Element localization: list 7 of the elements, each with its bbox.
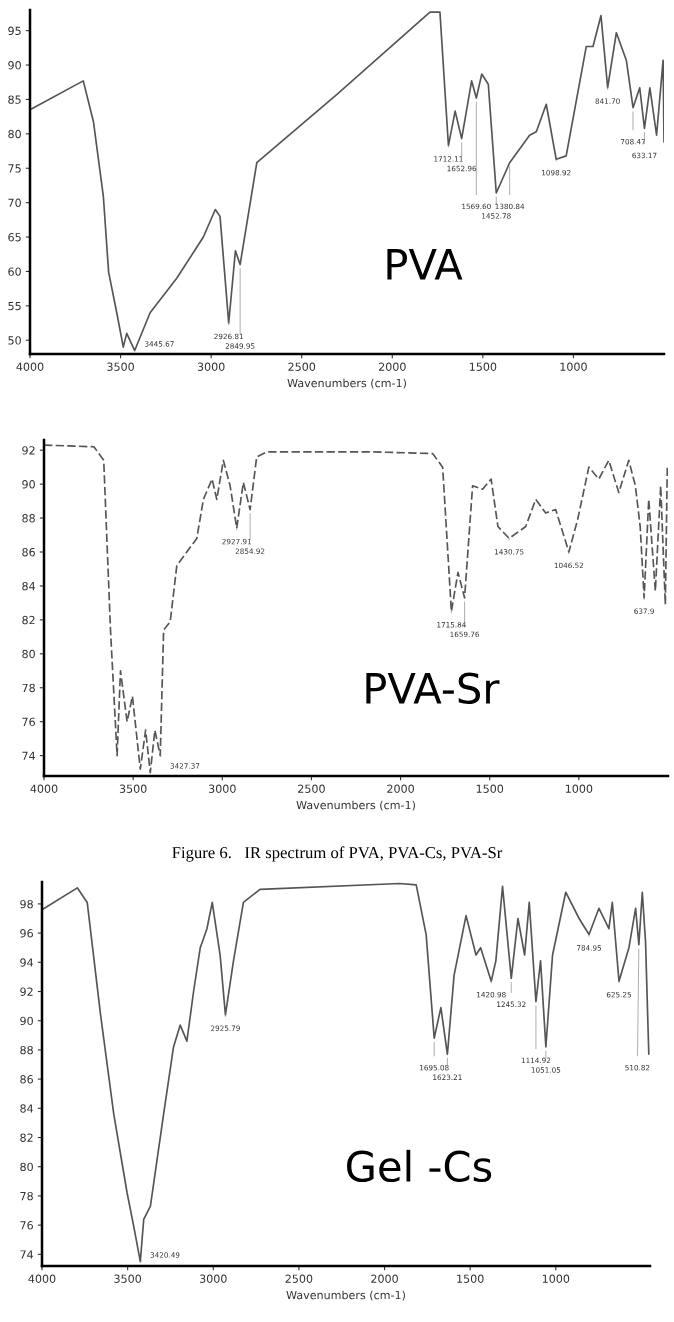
line-series [30, 11, 664, 352]
caption: Figure 6. IR spectrum of PVA, PVA-Cs, PVA-Sr [172, 846, 503, 862]
line-series [44, 444, 668, 774]
line-series [42, 882, 650, 1263]
annotation: Gel -Cs [347, 1149, 492, 1183]
annotation: PVA-Sr [366, 672, 500, 705]
annotation: PVA [387, 249, 463, 280]
